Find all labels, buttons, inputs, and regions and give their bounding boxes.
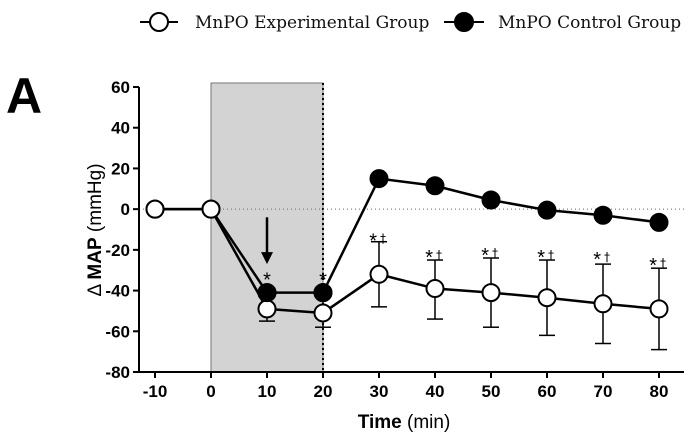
significance-dagger: † [380, 232, 386, 246]
legend: MnPO Experimental Group MnPO Control Gro… [140, 12, 681, 33]
x-tick-label: 20 [314, 382, 333, 401]
x-tick-label: 60 [538, 382, 557, 401]
significance-star: * [593, 249, 601, 271]
control-point [649, 212, 669, 232]
y-tick-label: -60 [105, 322, 130, 341]
control-point [257, 283, 277, 303]
y-tick-label: 40 [111, 119, 130, 138]
x-tick-label: 80 [650, 382, 669, 401]
x-tick-label: 70 [594, 382, 613, 401]
x-tick-label: 30 [370, 382, 389, 401]
y-tick-label: -80 [105, 363, 130, 382]
experimental-point [649, 299, 669, 319]
significance-star: * [263, 269, 271, 291]
x-axis-title: Time (min) [358, 412, 451, 433]
legend-control-marker [454, 12, 474, 32]
significance-star: * [369, 231, 377, 253]
significance-star: * [425, 247, 433, 269]
y-tick-label: -20 [105, 241, 130, 260]
plot-area: -80 -60 -40 -20 0 20 40 60 -10 0 10 20 30 40 50 60 70 80 *… [105, 78, 684, 401]
experimental-point [145, 199, 165, 219]
legend-experimental-marker [149, 12, 169, 32]
experimental-point [369, 264, 389, 284]
significance-star: * [319, 269, 327, 291]
significance-star: * [537, 247, 545, 269]
x-tick-label: 40 [426, 382, 445, 401]
y-tick-label: 20 [111, 159, 130, 178]
legend-entry-experimental: MnPO Experimental Group [140, 12, 429, 33]
experimental-point [425, 279, 445, 299]
legend-experimental-label: MnPO Experimental Group [195, 13, 429, 33]
experimental-point [257, 299, 277, 319]
experimental-point [537, 288, 557, 308]
legend-entry-control: MnPO Control Group [444, 12, 681, 33]
x-tick-label: -10 [143, 382, 168, 401]
x-axis-title-main: Time [358, 412, 402, 433]
series-control-line [155, 177, 660, 294]
control-point [369, 169, 389, 189]
experimental-point [481, 283, 501, 303]
arrow-head [261, 252, 273, 265]
y-axis-title: Δ MAP (mmHg) [85, 163, 106, 296]
y-tick-label: 60 [111, 78, 130, 97]
significance-dagger: † [604, 250, 610, 264]
y-axis-title-main: MAP [85, 237, 106, 280]
control-point [537, 200, 557, 220]
x-tick-label: 50 [482, 382, 501, 401]
experimental-point [313, 303, 333, 323]
significance-dagger: † [548, 248, 554, 262]
legend-control-label: MnPO Control Group [498, 13, 681, 33]
x-tick-label: 10 [258, 382, 277, 401]
y-axis-title-unit: (mmHg) [85, 163, 106, 232]
control-point [593, 205, 613, 225]
series-experimental-line [155, 207, 660, 315]
significance-star: * [649, 255, 657, 277]
y-tick-label: -40 [105, 282, 130, 301]
significance-dagger: † [436, 248, 442, 262]
x-axis-title-unit: (min) [407, 412, 450, 433]
experimental-point [201, 199, 221, 219]
experimental-point [593, 294, 613, 314]
x-tick-label: 0 [206, 382, 215, 401]
y-axis-title-prefix: Δ [85, 284, 106, 297]
control-point [481, 190, 501, 210]
panel-label: A [6, 68, 42, 124]
control-point [313, 283, 333, 303]
significance-dagger: † [492, 246, 498, 260]
y-tick-label: 0 [121, 200, 130, 219]
significance-star: * [481, 245, 489, 267]
control-point [425, 176, 445, 196]
significance-dagger: † [660, 256, 666, 270]
